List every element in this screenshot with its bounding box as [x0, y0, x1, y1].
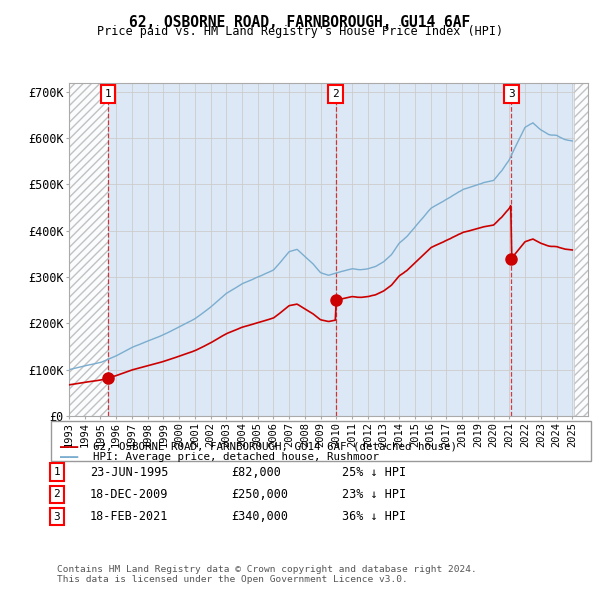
- Text: 18-FEB-2021: 18-FEB-2021: [90, 510, 169, 523]
- Text: 62, OSBORNE ROAD, FARNBOROUGH, GU14 6AF: 62, OSBORNE ROAD, FARNBOROUGH, GU14 6AF: [130, 15, 470, 30]
- Text: 62, OSBORNE ROAD, FARNBOROUGH, GU14 6AF (detached house): 62, OSBORNE ROAD, FARNBOROUGH, GU14 6AF …: [93, 441, 457, 451]
- Text: 25% ↓ HPI: 25% ↓ HPI: [342, 466, 406, 478]
- Text: 2: 2: [332, 89, 339, 99]
- Text: 1: 1: [104, 89, 111, 99]
- Text: 2: 2: [53, 490, 61, 499]
- Text: 23% ↓ HPI: 23% ↓ HPI: [342, 488, 406, 501]
- Text: 3: 3: [53, 512, 61, 522]
- Text: HPI: Average price, detached house, Rushmoor: HPI: Average price, detached house, Rush…: [93, 452, 379, 461]
- Text: 3: 3: [508, 89, 515, 99]
- Text: ——: ——: [60, 449, 78, 464]
- Text: Contains HM Land Registry data © Crown copyright and database right 2024.
This d: Contains HM Land Registry data © Crown c…: [57, 565, 477, 584]
- Text: £250,000: £250,000: [231, 488, 288, 501]
- Text: £340,000: £340,000: [231, 510, 288, 523]
- Text: 1: 1: [53, 467, 61, 477]
- Text: ——: ——: [60, 438, 78, 454]
- Text: Price paid vs. HM Land Registry's House Price Index (HPI): Price paid vs. HM Land Registry's House …: [97, 25, 503, 38]
- Bar: [574, 83, 588, 416]
- Bar: [69, 83, 108, 416]
- Text: 18-DEC-2009: 18-DEC-2009: [90, 488, 169, 501]
- Text: 23-JUN-1995: 23-JUN-1995: [90, 466, 169, 478]
- Text: 36% ↓ HPI: 36% ↓ HPI: [342, 510, 406, 523]
- Text: £82,000: £82,000: [231, 466, 281, 478]
